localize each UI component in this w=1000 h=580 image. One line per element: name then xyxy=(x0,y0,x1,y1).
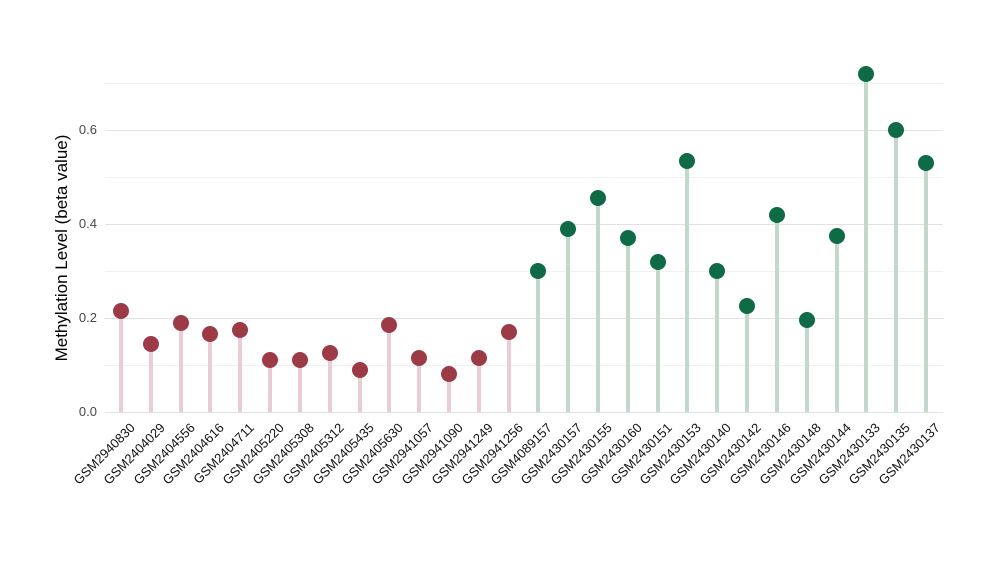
data-point-dot xyxy=(829,228,845,244)
y-tick-label: 0.6 xyxy=(78,122,97,137)
gridline xyxy=(105,83,943,84)
stem xyxy=(507,332,511,412)
data-point-dot xyxy=(262,352,278,368)
data-point-dot xyxy=(650,254,666,270)
data-point-dot xyxy=(471,350,487,366)
gridline xyxy=(105,224,943,225)
stem xyxy=(417,358,421,412)
data-point-dot xyxy=(679,153,695,169)
stem xyxy=(745,306,749,412)
data-point-dot xyxy=(322,345,338,361)
data-point-dot xyxy=(799,312,815,328)
stem xyxy=(835,236,839,412)
data-point-dot xyxy=(620,230,636,246)
gridline xyxy=(105,412,943,413)
data-point-dot xyxy=(918,155,934,171)
data-point-dot xyxy=(381,317,397,333)
stem xyxy=(298,360,302,412)
gridline xyxy=(105,271,943,272)
data-point-dot xyxy=(411,350,427,366)
gridline xyxy=(105,365,943,366)
stem xyxy=(626,238,630,412)
stem xyxy=(596,198,600,412)
stem xyxy=(685,161,689,412)
stem xyxy=(536,271,540,412)
data-point-dot xyxy=(530,263,546,279)
stem xyxy=(894,130,898,412)
stem xyxy=(447,374,451,412)
stem xyxy=(358,370,362,412)
stem xyxy=(566,229,570,412)
data-point-dot xyxy=(501,324,517,340)
data-point-dot xyxy=(173,315,189,331)
stem xyxy=(864,74,868,412)
y-tick-label: 0.4 xyxy=(78,216,97,231)
data-point-dot xyxy=(292,352,308,368)
stem xyxy=(149,344,153,412)
data-point-dot xyxy=(769,207,785,223)
stem xyxy=(775,215,779,412)
stem xyxy=(477,358,481,412)
data-point-dot xyxy=(888,122,904,138)
data-point-dot xyxy=(858,66,874,82)
y-tick-label: 0.0 xyxy=(78,404,97,419)
data-point-dot xyxy=(352,362,368,378)
stem xyxy=(715,271,719,412)
data-point-dot xyxy=(441,366,457,382)
stem xyxy=(328,353,332,412)
stem xyxy=(179,323,183,412)
stem xyxy=(268,360,272,412)
stem xyxy=(119,311,123,412)
stem xyxy=(656,262,660,412)
data-point-dot xyxy=(590,190,606,206)
data-point-dot xyxy=(739,298,755,314)
stem xyxy=(805,320,809,412)
gridline xyxy=(105,130,943,131)
data-point-dot xyxy=(202,326,218,342)
data-point-dot xyxy=(709,263,725,279)
y-tick-label: 0.2 xyxy=(78,310,97,325)
data-point-dot xyxy=(560,221,576,237)
gridline xyxy=(105,177,943,178)
gridline xyxy=(105,318,943,319)
data-point-dot xyxy=(143,336,159,352)
stem xyxy=(924,163,928,412)
stem xyxy=(238,330,242,412)
stem xyxy=(208,334,212,412)
stem xyxy=(387,325,391,412)
data-point-dot xyxy=(113,303,129,319)
data-point-dot xyxy=(232,322,248,338)
